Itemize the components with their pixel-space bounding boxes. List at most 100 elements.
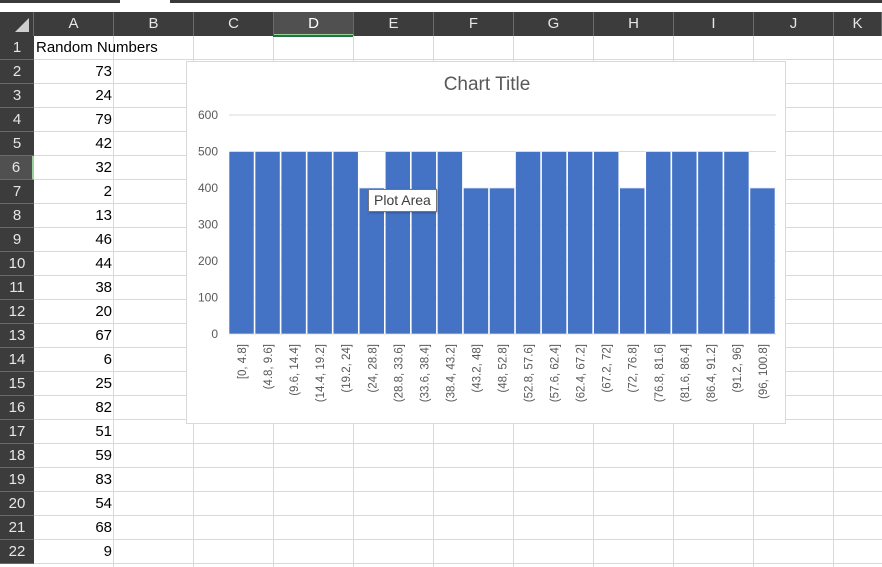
column-header-k[interactable]: K [834,12,882,36]
column-header-c[interactable]: C [194,12,274,36]
histogram-bar[interactable] [280,151,307,335]
x-category-label: (4.8, 9.6] [263,344,275,389]
row-header-17[interactable]: 17 [0,420,34,444]
x-category-label: (91.2, 96] [732,344,744,393]
x-category-label: (72, 76.8] [628,344,640,393]
histogram-bar[interactable] [254,151,281,335]
cell-a18[interactable]: 59 [95,447,112,464]
column-header-d[interactable]: D [274,12,354,36]
cell-a1[interactable]: Random Numbers [36,39,158,56]
cell-a11[interactable]: 38 [95,279,112,296]
column-header-f[interactable]: F [434,12,514,36]
histogram-bar[interactable] [619,187,646,335]
histogram-bar[interactable] [384,151,411,335]
histogram-chart[interactable]: Chart Title 0 100 200 300 400 500 600 [0, 4.8] (… [186,61,786,424]
x-category-label: (19.2, 24] [341,344,353,393]
histogram-bar[interactable] [228,151,255,335]
grid-row-line [34,563,882,564]
cell-a12[interactable]: 20 [95,303,112,320]
row-header-15[interactable]: 15 [0,372,34,396]
row-header-14[interactable]: 14 [0,348,34,372]
y-tick-label: 500 [198,145,218,159]
row-header-2[interactable]: 2 [0,60,34,84]
histogram-bar[interactable] [411,151,437,335]
row-header-18[interactable]: 18 [0,444,34,468]
grid-row-line [34,59,882,60]
cell-a21[interactable]: 68 [95,519,112,536]
row-header-1[interactable]: 1 [0,36,34,60]
histogram-bar[interactable] [567,151,593,335]
column-header-b[interactable]: B [114,12,194,36]
column-header-i[interactable]: I [674,12,754,36]
x-category-label: (38.4, 43.2] [445,344,457,402]
plot-svg[interactable]: 0 100 200 300 400 500 600 [0, 4.8] (4.8, 9.6] (9.… [187,62,787,425]
x-category-label: (62.4, 67.2] [576,344,588,402]
grid-column-line [113,36,114,567]
histogram-bar[interactable] [489,187,515,335]
cell-a2[interactable]: 73 [95,63,112,80]
cell-a15[interactable]: 25 [95,375,112,392]
column-header-e[interactable]: E [354,12,434,36]
histogram-bar[interactable] [515,151,541,335]
row-header-8[interactable]: 8 [0,204,34,228]
row-header-13[interactable]: 13 [0,324,34,348]
histogram-bar[interactable] [437,151,463,335]
row-header-9[interactable]: 9 [0,228,34,252]
column-header-h[interactable]: H [594,12,674,36]
cell-a20[interactable]: 54 [95,495,112,512]
row-header-19[interactable]: 19 [0,468,34,492]
histogram-bar[interactable] [306,151,333,335]
cell-a5[interactable]: 42 [95,135,112,152]
grid-row-line [34,467,882,468]
cell-a22[interactable]: 9 [103,543,112,560]
row-header-10[interactable]: 10 [0,252,34,276]
histogram-bar[interactable] [541,151,567,335]
histogram-bar[interactable] [463,187,489,335]
column-header-a[interactable]: A [34,12,114,36]
histogram-bar[interactable] [593,151,620,335]
cell-a17[interactable]: 51 [95,423,112,440]
row-header-4[interactable]: 4 [0,108,34,132]
cell-a13[interactable]: 67 [95,327,112,344]
histogram-bar[interactable] [723,151,750,335]
cell-a16[interactable]: 82 [95,399,112,416]
row-header-11[interactable]: 11 [0,276,34,300]
row-header-20[interactable]: 20 [0,492,34,516]
y-tick-label: 100 [198,291,218,305]
row-header-5[interactable]: 5 [0,132,34,156]
cell-a4[interactable]: 79 [95,111,112,128]
cell-a10[interactable]: 44 [95,255,112,272]
grid-row-line [34,443,882,444]
row-header-22[interactable]: 22 [0,540,34,564]
histogram-bar[interactable] [749,187,776,335]
title-strip [0,0,882,12]
chart-title[interactable]: Chart Title [443,74,531,95]
column-header-j[interactable]: J [754,12,834,36]
cell-a7[interactable]: 2 [103,183,112,200]
select-all-triangle-icon[interactable] [15,18,29,32]
strip-segment [0,0,120,3]
histogram-bar[interactable] [358,187,385,335]
cell-a3[interactable]: 24 [95,87,112,104]
grid-row-line [34,491,882,492]
histogram-bar[interactable] [697,151,724,335]
cell-a8[interactable]: 13 [95,207,112,224]
cell-a6[interactable]: 32 [95,159,112,176]
histogram-bar[interactable] [332,151,359,335]
histogram-bar[interactable] [645,151,672,335]
row-header-7[interactable]: 7 [0,180,34,204]
row-header-21[interactable]: 21 [0,516,34,540]
select-all-corner[interactable] [0,12,34,36]
grid-column-line [833,36,834,567]
row-header-3[interactable]: 3 [0,84,34,108]
column-header-g[interactable]: G [514,12,594,36]
cell-a14[interactable]: 6 [103,351,112,368]
row-header-16[interactable]: 16 [0,396,34,420]
histogram-bar[interactable] [671,151,698,335]
row-header-6[interactable]: 6 [0,156,34,180]
cell-a19[interactable]: 83 [95,471,112,488]
row-header-12[interactable]: 12 [0,300,34,324]
x-category-label: (81.6, 86.4] [680,344,692,402]
cell-a9[interactable]: 46 [95,231,112,248]
